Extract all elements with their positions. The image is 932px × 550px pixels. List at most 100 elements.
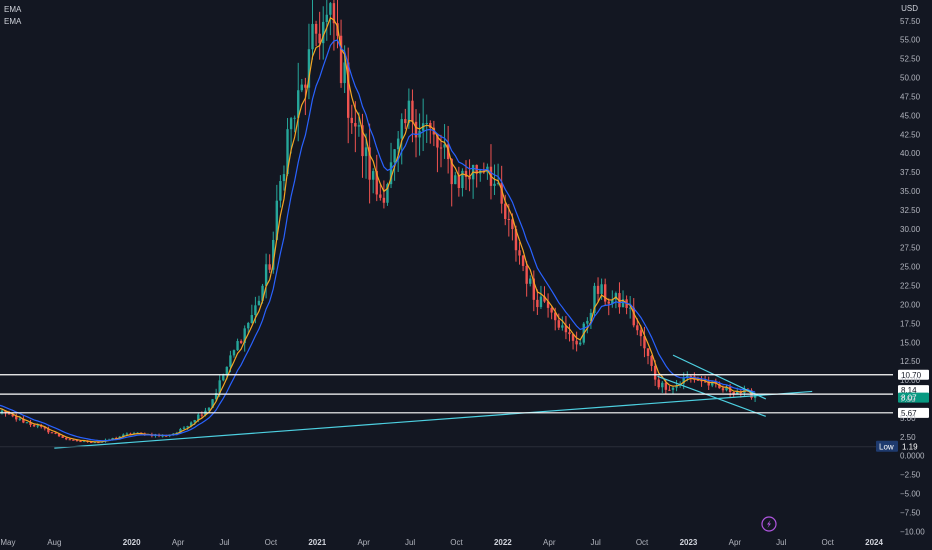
trendline[interactable] — [54, 390, 813, 449]
y-tick-label: 15.00 — [900, 338, 921, 347]
y-tick-label: 57.50 — [900, 17, 921, 26]
candle-body — [375, 171, 378, 195]
candle-body — [11, 414, 14, 417]
candle-body — [357, 125, 361, 127]
y-tick-label: 0.0000 — [900, 452, 925, 461]
ema-fast-line — [0, 16, 756, 443]
lightning-icon[interactable] — [761, 516, 777, 532]
candle-body — [579, 342, 582, 345]
candle-body — [653, 365, 657, 380]
time-axis[interactable]: May Aug 2020 Apr Jul Oct 2021 Apr Jul Oct 2022 Apr J… — [0, 538, 883, 547]
candle-body — [214, 393, 218, 400]
price-axis[interactable]: −10.00 −7.50 −5.00 −2.50 0.0000 2.50 5.00 7.50 1… — [900, 17, 925, 537]
candle-body — [0, 410, 4, 413]
candle-body — [272, 239, 275, 270]
candle-body — [161, 435, 164, 437]
candle-body — [532, 278, 535, 300]
candle-body — [386, 184, 389, 203]
levels-layer[interactable]: 10.70 8.148.07 5.67 — [0, 369, 929, 418]
candle-body — [207, 407, 211, 411]
candle-body — [379, 194, 382, 198]
y-tick-label: −2.50 — [900, 471, 921, 480]
candle-body — [29, 422, 32, 425]
price-badge-label: 5.67 — [901, 409, 917, 418]
candles-layer — [0, 0, 757, 444]
price-badge[interactable] — [898, 369, 929, 380]
candle-body — [575, 340, 578, 345]
candle-body — [197, 414, 200, 421]
candle-body — [618, 293, 621, 308]
candle-body — [339, 35, 343, 84]
candle-body — [671, 387, 675, 390]
candle-body — [68, 439, 71, 441]
candle-body — [36, 425, 39, 427]
candle-body — [293, 117, 296, 119]
candle-body — [282, 174, 286, 182]
candle-body — [696, 379, 700, 381]
x-tick-label: Jul — [776, 538, 786, 547]
candle-body — [439, 147, 443, 149]
candle-body — [725, 386, 728, 391]
trendline[interactable] — [672, 354, 767, 400]
candle-body — [454, 175, 457, 185]
candle-body — [268, 264, 271, 270]
candle-body — [718, 383, 721, 389]
candle-body — [75, 440, 79, 442]
x-tick-label: Oct — [821, 538, 834, 547]
legend-ema-1[interactable]: EMA — [4, 5, 22, 14]
candle-body — [657, 379, 660, 388]
candle-body — [639, 330, 643, 337]
candle-body — [300, 84, 303, 91]
y-tick-label: 20.00 — [900, 300, 921, 309]
x-tick-label: Oct — [265, 538, 278, 547]
x-tick-label: 2023 — [680, 538, 698, 547]
x-tick-label: Jul — [591, 538, 601, 547]
trendlines-layer[interactable] — [54, 354, 813, 449]
legend-ema-2[interactable]: EMA — [4, 17, 22, 26]
candle-body — [675, 385, 678, 388]
y-tick-label: −7.50 — [900, 508, 921, 517]
candle-body — [643, 336, 646, 349]
candle-body — [318, 33, 321, 44]
ema-layer — [0, 16, 756, 443]
candle-body — [186, 426, 189, 428]
candle-body — [65, 437, 68, 440]
candle-body — [393, 149, 396, 163]
candle-body — [518, 250, 521, 256]
x-tick-label: Apr — [172, 538, 185, 547]
candle-body — [22, 418, 25, 423]
candle-body — [182, 427, 186, 429]
y-tick-label: 2.50 — [900, 433, 916, 442]
price-badge[interactable] — [898, 385, 929, 396]
candle-body — [211, 399, 214, 408]
candle-body — [682, 377, 685, 384]
candle-body — [414, 121, 418, 138]
y-tick-label: 37.50 — [900, 168, 921, 177]
price-badge[interactable] — [898, 392, 929, 403]
candle-body — [264, 264, 268, 286]
y-tick-label: 27.50 — [900, 244, 921, 253]
candle-body — [225, 366, 229, 376]
candle-body — [125, 433, 129, 435]
x-tick-label: Oct — [450, 538, 463, 547]
candle-body — [457, 175, 461, 189]
candle-body — [407, 100, 411, 124]
candle-body — [596, 285, 600, 294]
candle-body — [50, 432, 54, 434]
currency-label: USD — [901, 4, 918, 13]
candle-body — [593, 285, 596, 313]
y-tick-label: 45.00 — [900, 111, 921, 120]
candle-body — [621, 299, 625, 308]
candle-body — [632, 307, 635, 326]
price-badge[interactable] — [898, 407, 929, 418]
candle-body — [557, 320, 560, 328]
indicator-legend: EMA EMA — [4, 4, 21, 28]
trendline[interactable] — [657, 375, 767, 417]
candle-body — [443, 144, 446, 148]
candle-body — [703, 381, 707, 383]
candle-body — [82, 440, 86, 442]
candle-body — [496, 182, 500, 184]
candle-body — [736, 391, 739, 395]
y-tick-label: 7.50 — [900, 395, 916, 404]
